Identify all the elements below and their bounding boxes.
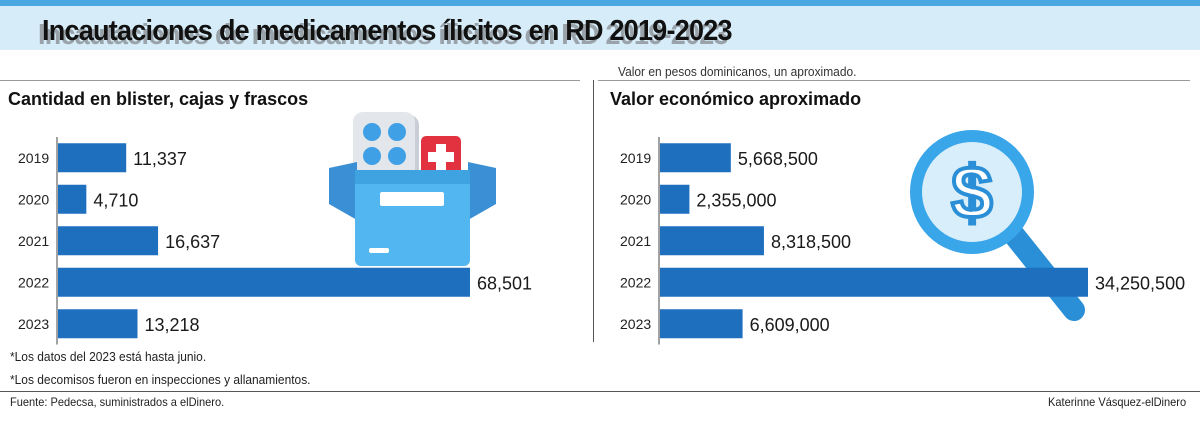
right-bar-2023 xyxy=(660,309,743,339)
right-value-label: 6,609,000 xyxy=(750,315,830,335)
right-value-label: 8,318,500 xyxy=(771,232,851,252)
right-category-label: 2021 xyxy=(620,233,651,249)
footnote-2: *Los decomisos fueron en inspecciones y … xyxy=(10,372,311,387)
left-panel-top-rule xyxy=(0,80,580,81)
right-value-label: 2,355,000 xyxy=(696,190,776,210)
box-label xyxy=(380,192,444,206)
right-bar-2022 xyxy=(660,267,1088,297)
footnote-1: *Los datos del 2023 está hasta junio. xyxy=(10,349,207,364)
left-category-label: 2023 xyxy=(18,316,49,332)
magnifier-dollar-illustration: $ xyxy=(910,130,1085,321)
box-left-flap xyxy=(329,162,357,220)
currency-note: Valor en pesos dominicanos, un aproximad… xyxy=(618,64,857,79)
top-accent-line xyxy=(0,0,1200,6)
right-category-label: 2022 xyxy=(620,274,651,290)
author-credit: Katerinne Vásquez-elDinero xyxy=(1047,395,1186,409)
right-bar-2020 xyxy=(660,184,690,214)
left-bar-2022 xyxy=(58,267,470,297)
title-band: Incautaciones de medicamentos ílicitos e… xyxy=(0,6,1200,51)
right-category-label: 2020 xyxy=(620,191,651,207)
left-category-label: 2021 xyxy=(18,233,49,249)
right-chart-title: Valor económico aproximado xyxy=(610,89,862,109)
left-category-label: 2020 xyxy=(18,191,49,207)
magnifier-icon xyxy=(910,130,1034,254)
left-category-label: 2019 xyxy=(18,150,49,166)
left-bar-2020 xyxy=(58,184,87,214)
right-bar-2019 xyxy=(660,143,731,173)
box-tag xyxy=(369,248,389,253)
right-bar-2021 xyxy=(660,226,764,256)
left-value-label: 13,218 xyxy=(144,315,199,335)
left-value-label: 4,710 xyxy=(93,190,138,210)
source-note: Fuente: Pedecsa, suministrados a elDiner… xyxy=(10,395,225,409)
right-panel-top-rule xyxy=(598,80,1190,81)
panel-divider xyxy=(593,80,594,342)
right-value-label: 34,250,500 xyxy=(1095,273,1185,293)
right-category-label: 2019 xyxy=(620,150,651,166)
right-category-label: 2023 xyxy=(620,316,651,332)
left-value-label: 16,637 xyxy=(165,232,220,252)
title-shadow: Incautaciones de medicamentos ílicitos e… xyxy=(38,19,729,51)
left-category-label: 2022 xyxy=(18,274,49,290)
dollar-sign-icon: $ xyxy=(951,151,992,234)
box-right-flap xyxy=(468,162,496,220)
left-value-label: 11,337 xyxy=(133,149,187,169)
page-title: Incautaciones de medicamentos ílicitos e… xyxy=(42,15,733,47)
right-value-label: 5,668,500 xyxy=(738,149,818,169)
left-bar-2019 xyxy=(58,143,127,173)
box-rim xyxy=(355,170,470,184)
medicine-box-illustration xyxy=(329,112,496,266)
pill-icon xyxy=(388,147,406,165)
left-bar-2021 xyxy=(58,226,159,256)
pill-icon xyxy=(363,147,381,165)
left-bar-2023 xyxy=(58,309,138,339)
left-value-label: 68,501 xyxy=(477,273,532,293)
footer-rule xyxy=(0,391,1200,392)
left-chart-title: Cantidad en blister, cajas y frascos xyxy=(8,89,309,109)
pill-icon xyxy=(388,123,406,141)
pill-icon xyxy=(363,123,381,141)
cross-icon-horizontal xyxy=(428,152,454,162)
